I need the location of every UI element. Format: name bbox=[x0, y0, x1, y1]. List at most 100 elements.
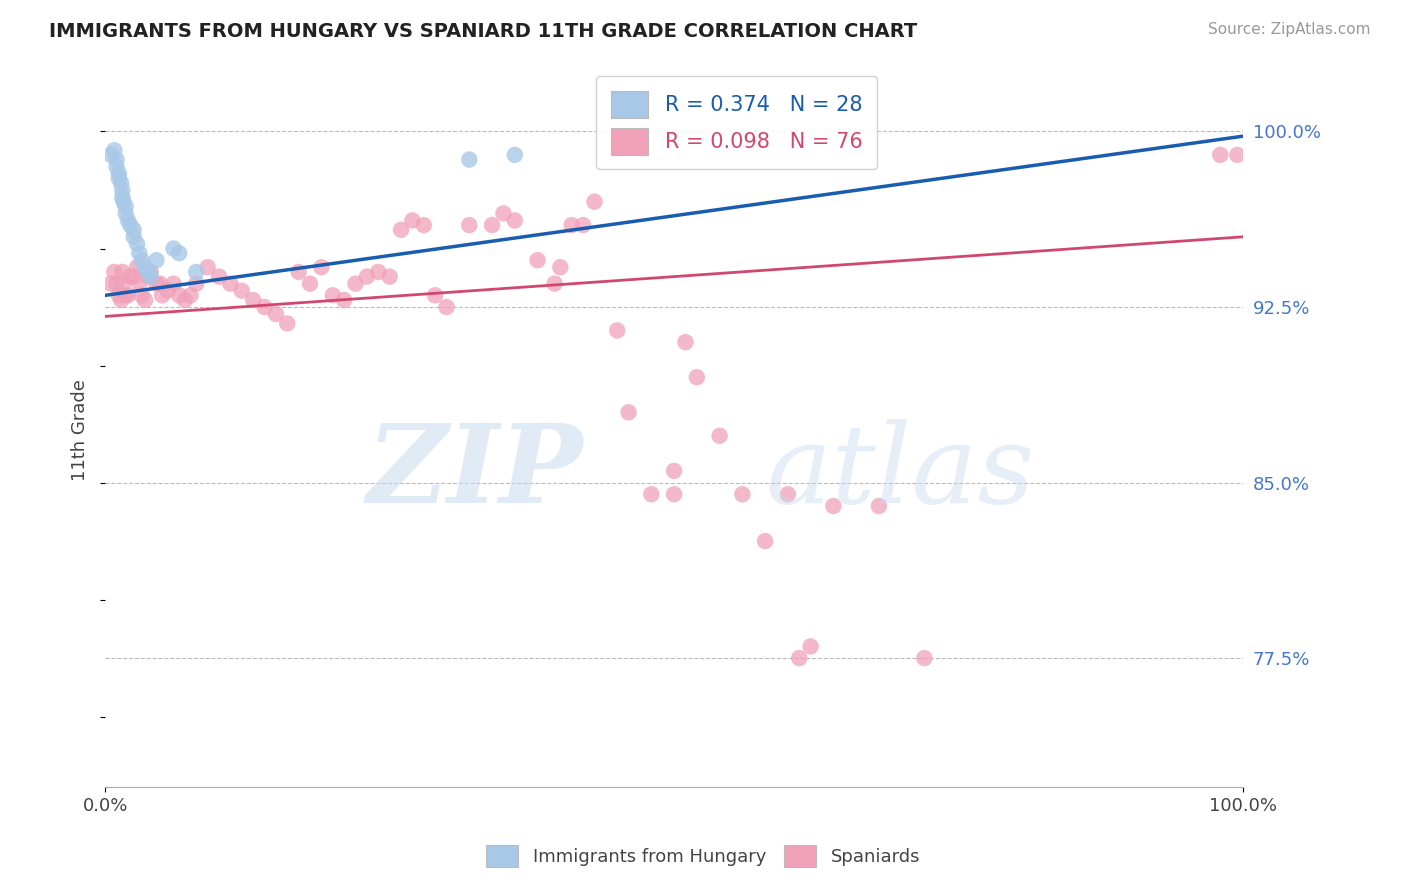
Point bbox=[117, 288, 139, 302]
Point bbox=[120, 269, 142, 284]
Point bbox=[709, 429, 731, 443]
Point bbox=[322, 288, 344, 302]
Point bbox=[162, 277, 184, 291]
Point bbox=[333, 293, 356, 307]
Point bbox=[138, 269, 160, 284]
Point bbox=[149, 277, 172, 291]
Point bbox=[112, 277, 135, 291]
Point bbox=[103, 265, 125, 279]
Point bbox=[503, 213, 526, 227]
Point bbox=[356, 269, 378, 284]
Point bbox=[481, 218, 503, 232]
Point bbox=[112, 194, 135, 209]
Point bbox=[219, 277, 242, 291]
Point bbox=[162, 242, 184, 256]
Point bbox=[111, 183, 134, 197]
Point bbox=[344, 277, 367, 291]
Text: IMMIGRANTS FROM HUNGARY VS SPANIARD 11TH GRADE CORRELATION CHART: IMMIGRANTS FROM HUNGARY VS SPANIARD 11TH… bbox=[49, 22, 918, 41]
Point bbox=[186, 277, 208, 291]
Point bbox=[425, 288, 447, 302]
Text: atlas: atlas bbox=[765, 419, 1035, 526]
Point bbox=[139, 269, 162, 284]
Point bbox=[583, 194, 606, 209]
Point bbox=[412, 218, 434, 232]
Point bbox=[139, 265, 162, 279]
Point bbox=[662, 487, 685, 501]
Point bbox=[550, 260, 572, 275]
Point bbox=[110, 293, 132, 307]
Point bbox=[492, 206, 515, 220]
Point bbox=[145, 253, 167, 268]
Point bbox=[114, 288, 136, 302]
Point bbox=[503, 148, 526, 162]
Point bbox=[186, 265, 208, 279]
Point bbox=[100, 148, 122, 162]
Point bbox=[105, 160, 128, 174]
Point bbox=[686, 370, 709, 384]
Point bbox=[111, 190, 134, 204]
Point bbox=[276, 317, 298, 331]
Point bbox=[122, 269, 145, 284]
Point bbox=[131, 288, 153, 302]
Point bbox=[128, 277, 150, 291]
Point bbox=[138, 265, 160, 279]
Point bbox=[167, 246, 190, 260]
Point bbox=[150, 288, 173, 302]
Point bbox=[264, 307, 287, 321]
Point bbox=[800, 640, 823, 654]
Text: ZIP: ZIP bbox=[367, 419, 583, 526]
Point bbox=[662, 464, 685, 478]
Point bbox=[173, 293, 195, 307]
Point bbox=[389, 223, 412, 237]
Point bbox=[125, 260, 148, 275]
Point bbox=[167, 288, 190, 302]
Point bbox=[401, 213, 423, 227]
Legend: Immigrants from Hungary, Spaniards: Immigrants from Hungary, Spaniards bbox=[478, 838, 928, 874]
Point bbox=[111, 265, 134, 279]
Point bbox=[134, 293, 156, 307]
Point bbox=[543, 277, 565, 291]
Point bbox=[572, 218, 595, 232]
Y-axis label: 11th Grade: 11th Grade bbox=[72, 379, 89, 481]
Point bbox=[108, 171, 131, 186]
Point bbox=[754, 534, 776, 549]
Point bbox=[787, 651, 810, 665]
Point bbox=[731, 487, 754, 501]
Point bbox=[108, 167, 131, 181]
Point bbox=[117, 213, 139, 227]
Point bbox=[122, 223, 145, 237]
Point bbox=[287, 265, 309, 279]
Point bbox=[120, 218, 142, 232]
Point bbox=[561, 218, 583, 232]
Point bbox=[912, 651, 935, 665]
Point bbox=[180, 288, 202, 302]
Point bbox=[134, 260, 156, 275]
Point bbox=[458, 218, 481, 232]
Point bbox=[231, 284, 253, 298]
Point bbox=[242, 293, 264, 307]
Point bbox=[776, 487, 799, 501]
Point bbox=[114, 206, 136, 220]
Point bbox=[128, 246, 150, 260]
Point bbox=[458, 153, 481, 167]
Point bbox=[110, 176, 132, 190]
Point bbox=[122, 229, 145, 244]
Point bbox=[108, 288, 131, 302]
Point bbox=[606, 323, 628, 337]
Point bbox=[526, 253, 548, 268]
Point bbox=[253, 300, 276, 314]
Legend: R = 0.374   N = 28, R = 0.098   N = 76: R = 0.374 N = 28, R = 0.098 N = 76 bbox=[596, 76, 877, 169]
Point bbox=[105, 277, 128, 291]
Point bbox=[100, 277, 122, 291]
Point bbox=[640, 487, 662, 501]
Point bbox=[823, 499, 845, 513]
Point bbox=[114, 199, 136, 213]
Point bbox=[311, 260, 333, 275]
Text: Source: ZipAtlas.com: Source: ZipAtlas.com bbox=[1208, 22, 1371, 37]
Point bbox=[125, 236, 148, 251]
Point bbox=[378, 269, 401, 284]
Point bbox=[156, 284, 179, 298]
Point bbox=[1209, 148, 1232, 162]
Point bbox=[103, 143, 125, 157]
Point bbox=[868, 499, 890, 513]
